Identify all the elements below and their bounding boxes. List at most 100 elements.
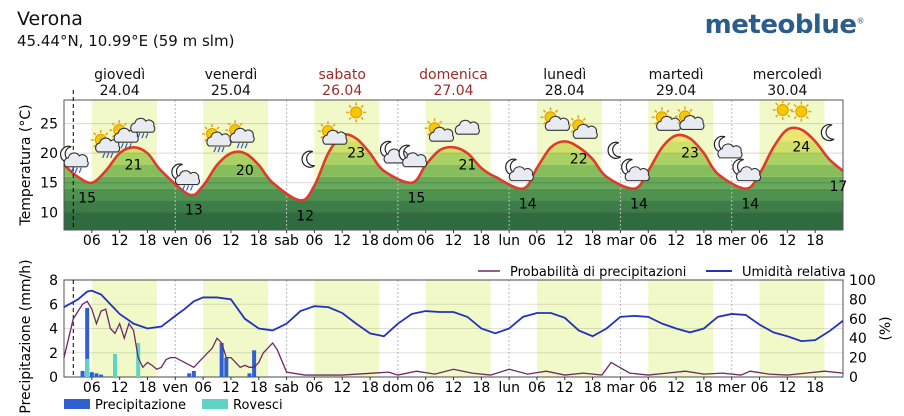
temp-xtick-label: 06	[417, 233, 435, 249]
precip-xtick-label: 06	[751, 380, 769, 396]
sun-cloud-icon	[540, 107, 570, 131]
meteoblue-logo[interactable]: meteoblue®	[704, 10, 865, 40]
temp-xtick-label: 06	[751, 233, 769, 249]
rain-drop	[141, 132, 145, 139]
sun-icon	[346, 102, 367, 123]
day-date-label: 26.04	[322, 83, 362, 99]
sun-ray	[570, 117, 574, 121]
sun-cloud-icon	[568, 115, 598, 139]
temp-fill-band	[64, 153, 843, 165]
temp-min-label: 14	[741, 197, 759, 213]
sun-ray	[787, 102, 791, 106]
temp-min-label: 15	[407, 191, 425, 207]
location-name: Verona	[17, 8, 83, 30]
rain-drop	[236, 142, 240, 149]
rain-drop	[102, 152, 106, 159]
precip-xtick-label: mar	[606, 380, 634, 396]
sun-ray	[320, 135, 324, 139]
temp-fill-band	[64, 165, 843, 177]
rain-drop	[221, 146, 225, 153]
cloud-shape	[63, 152, 89, 168]
sun-ray	[666, 109, 670, 113]
sun-ray	[793, 103, 797, 108]
rain-drop	[74, 167, 78, 174]
sun-ray	[542, 109, 547, 113]
temp-fill-band	[64, 200, 843, 213]
temp-ytick: 15	[40, 176, 58, 192]
cloud-shape	[454, 119, 480, 135]
sun-ray	[793, 115, 797, 120]
cloud-shape	[679, 115, 705, 130]
temp-max-label: 20	[236, 163, 254, 179]
sun-ray	[677, 120, 681, 125]
sun-icon	[791, 101, 812, 122]
temp-xtick-label: 18	[361, 233, 379, 249]
rain-drop	[137, 132, 141, 139]
precip-probability-line	[63, 300, 844, 376]
temp-min-label: 17	[829, 179, 847, 195]
percent-ytick: 20	[849, 351, 867, 367]
temp-max-label: 22	[570, 151, 588, 167]
humidity-line	[63, 289, 844, 343]
temp-min-label: 13	[185, 203, 203, 219]
temp-min-label: 15	[78, 191, 96, 207]
temp-xtick-label: 12	[445, 233, 463, 249]
temp-xtick-label: lun	[498, 233, 520, 249]
brand-name: meteoblue	[704, 10, 857, 40]
day-date-label: 28.04	[545, 83, 585, 99]
day-name-label: martedì	[649, 67, 704, 83]
temp-xtick-label: 06	[194, 233, 212, 249]
sun-ray	[105, 132, 109, 136]
moon-shape	[301, 150, 316, 168]
precip-xtick-label: sab	[274, 380, 299, 396]
sun-ray	[320, 123, 324, 127]
precip-xtick-label: 18	[472, 380, 490, 396]
temp-fill-band	[64, 176, 843, 189]
rain-drop	[70, 167, 74, 174]
precip-xtick-label: 12	[333, 380, 351, 396]
sun-ray	[348, 104, 352, 108]
sun-ray	[542, 121, 547, 125]
temp-xtick-label: ven	[162, 233, 188, 249]
shower-bar	[85, 358, 90, 377]
temp-xtick-label: 12	[222, 233, 240, 249]
rain-drop	[110, 152, 114, 159]
sun-ray	[554, 109, 559, 113]
daylight-band-bottom	[425, 280, 491, 377]
daylight-band-bottom	[536, 280, 602, 377]
day-name-label: venerdì	[205, 67, 258, 83]
sun-ray	[93, 132, 97, 136]
temp-xtick-label: 18	[695, 233, 713, 249]
sun-ray	[216, 126, 220, 130]
sun-ray	[204, 126, 208, 130]
precip-xtick-label: 12	[667, 380, 685, 396]
cloud-shape	[624, 166, 650, 182]
sun-disc	[776, 104, 789, 116]
sun-ray	[227, 122, 231, 126]
temp-ytick: 25	[40, 117, 58, 133]
temp-xtick-label: 12	[556, 233, 574, 249]
temp-xtick-label: 12	[667, 233, 685, 249]
sun-ray	[239, 122, 243, 126]
rain-drop	[213, 146, 217, 153]
precip-ytick: 8	[49, 273, 58, 289]
moon-cloud-icon	[713, 135, 743, 159]
moon-icon	[301, 150, 316, 168]
temperature-line	[63, 126, 844, 202]
precip-bar	[80, 370, 85, 377]
sun-cloud-icon	[674, 106, 705, 130]
precip-xtick-label: 18	[584, 380, 602, 396]
location-coords: 45.44°N, 10.99°E (59 m slm)	[17, 32, 235, 50]
day-date-label: 25.04	[211, 83, 251, 99]
rain-drop	[182, 185, 186, 191]
legend-humidity-label: Umidità relativa	[742, 265, 846, 280]
sun-ray	[787, 114, 791, 118]
precip-xtick-label: mer	[718, 380, 746, 396]
precip-ytick: 4	[49, 322, 58, 338]
sun-ray	[360, 116, 364, 121]
cloud-shape	[717, 143, 743, 159]
rain-drop	[217, 146, 221, 153]
temp-xtick-label: 12	[111, 233, 129, 249]
temp-min-label: 12	[296, 208, 314, 224]
precip-xtick-label: 18	[250, 380, 268, 396]
